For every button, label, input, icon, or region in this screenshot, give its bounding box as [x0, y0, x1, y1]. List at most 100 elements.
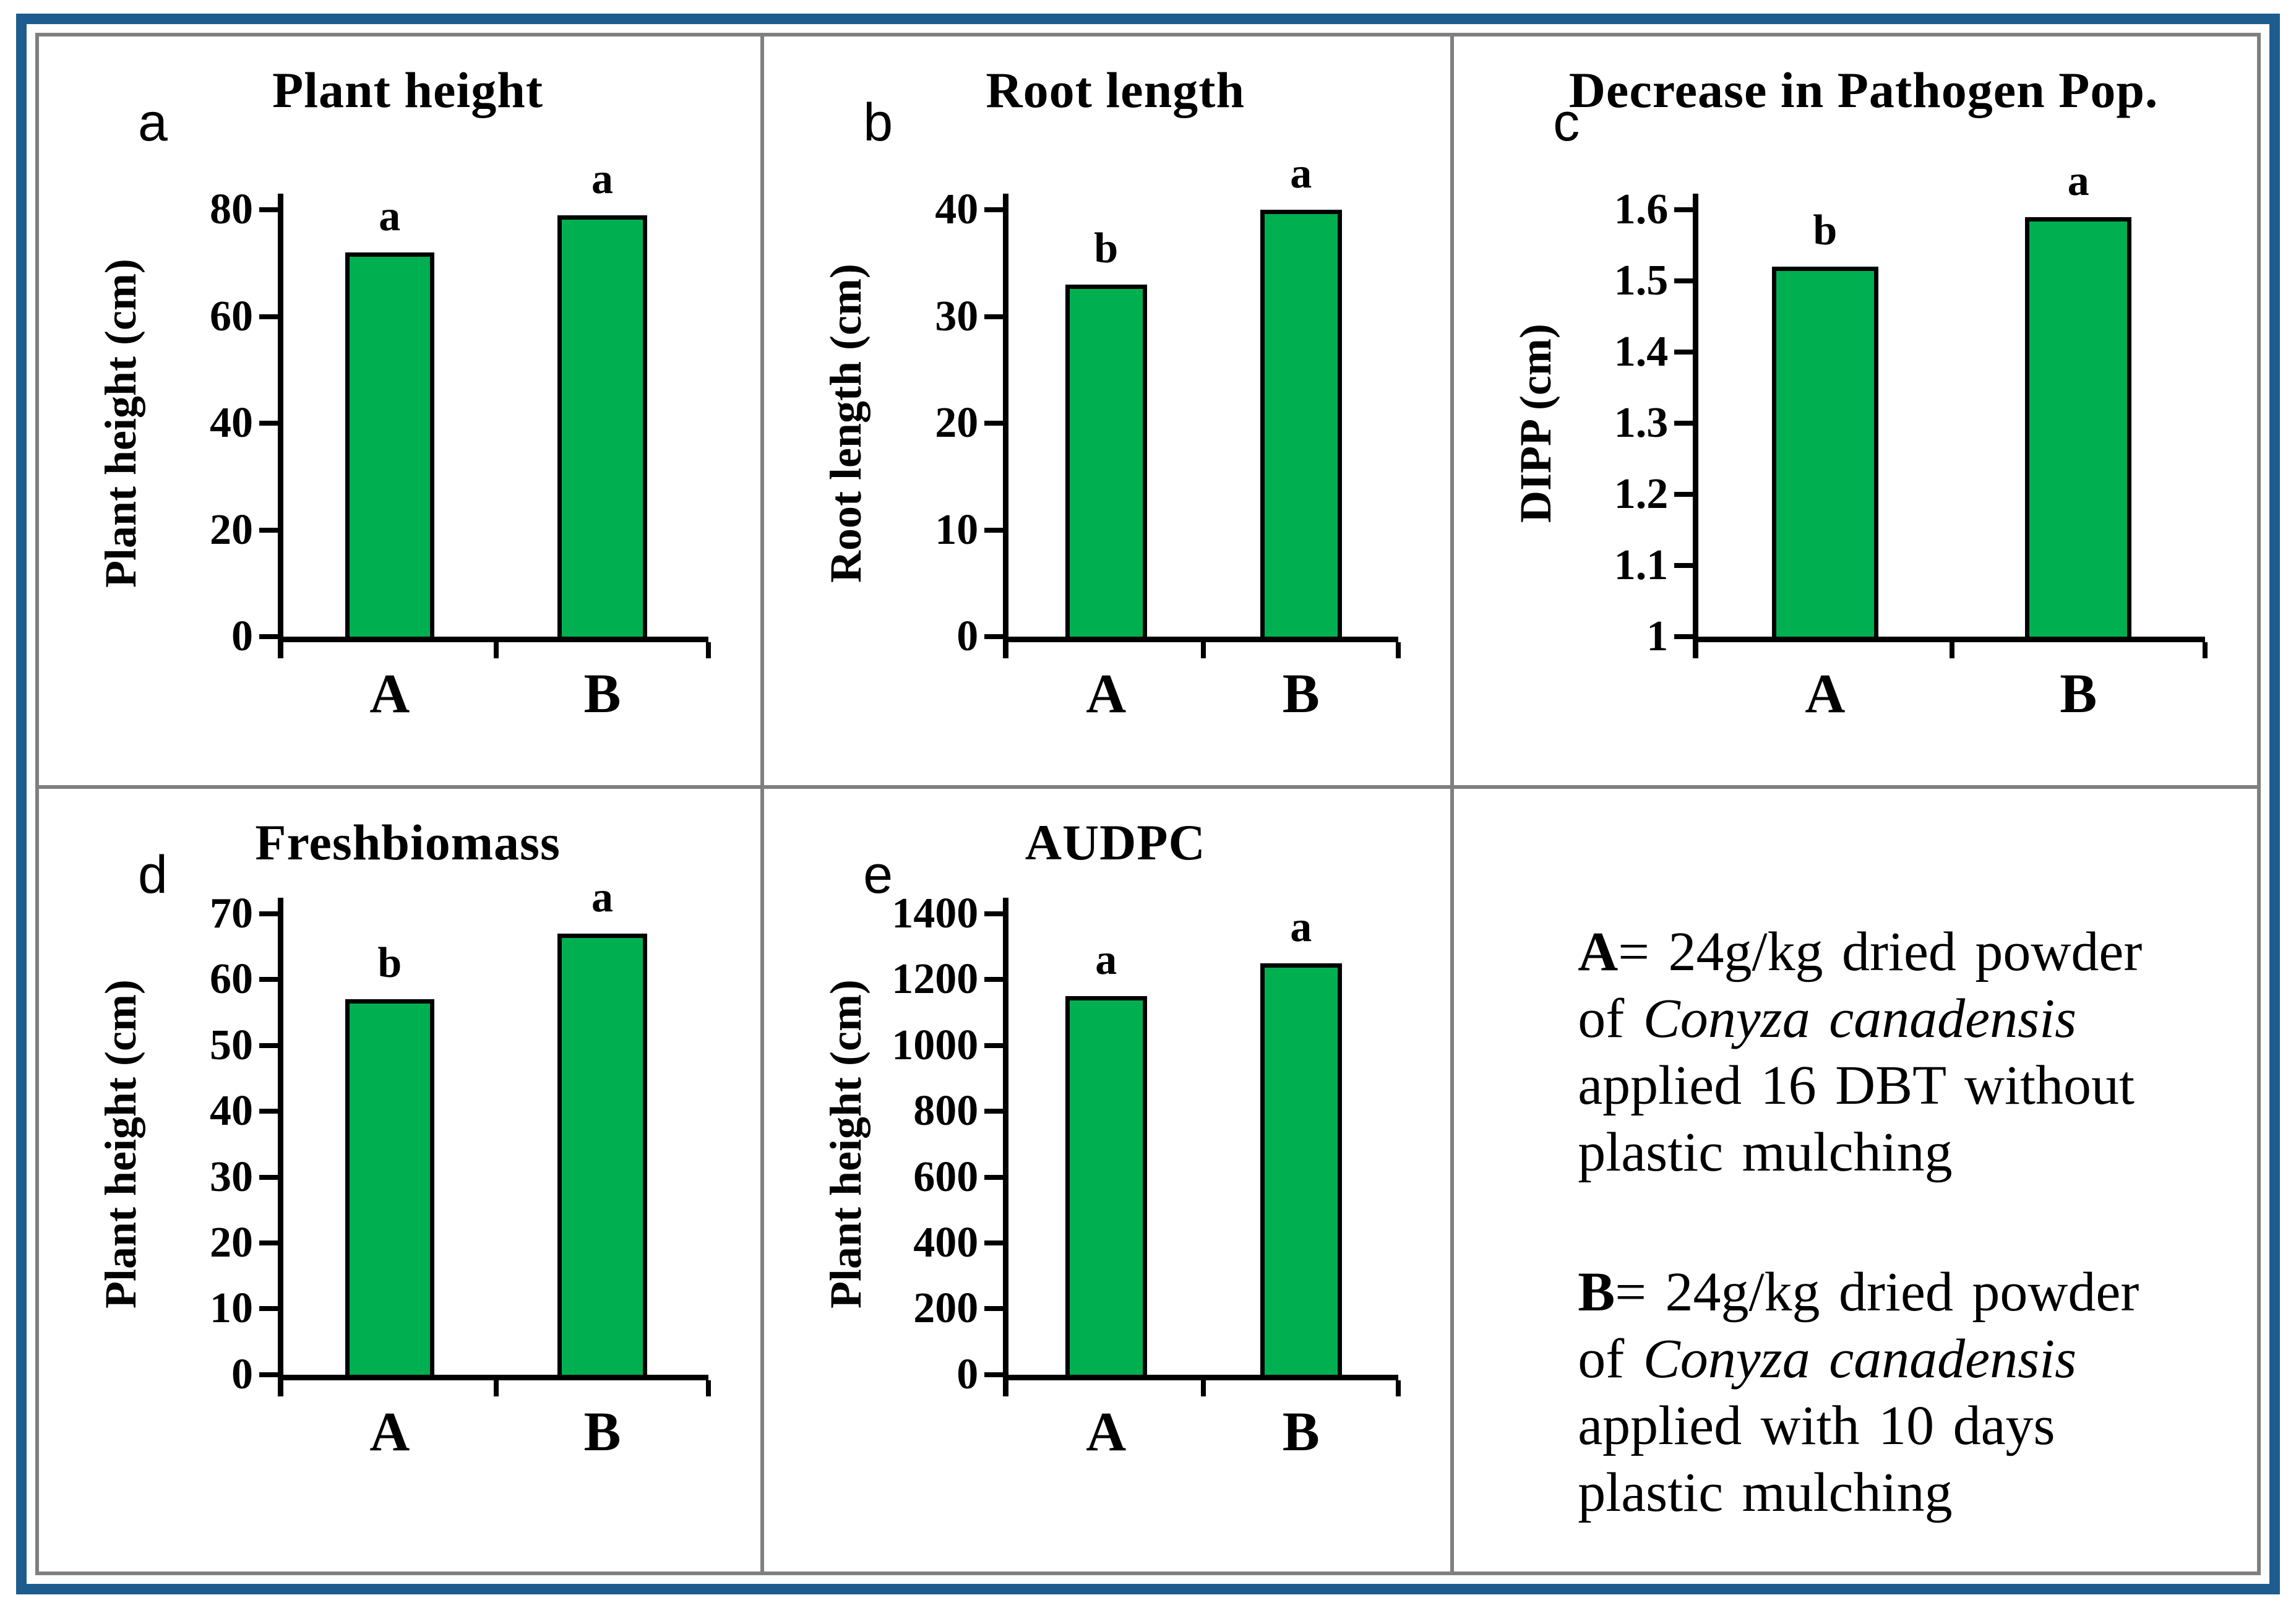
y-tick-mark [259, 527, 278, 533]
y-tick-label: 1400 [892, 889, 979, 937]
x-axis-tick [706, 1380, 712, 1396]
y-tick-mark [259, 421, 278, 426]
y-tick-label: 60 [210, 955, 253, 1004]
bar-b: a [557, 157, 647, 637]
bar-a: b [345, 942, 434, 1375]
y-axis-base-tick [278, 642, 283, 659]
x-axis-tick [2202, 642, 2208, 659]
y-axis-base-tick [1003, 1380, 1009, 1396]
bar-a: b [1065, 226, 1147, 637]
y-tick-mark [1674, 634, 1693, 640]
y-tick-label: 40 [210, 399, 253, 447]
y-tick-mark [1674, 563, 1693, 569]
y-tick-mark [984, 1306, 1004, 1312]
panel-b-root-length: b Root length Root length (cm) 0 10 20 30 40… [764, 37, 1455, 789]
panel-e-audpc: e AUDPC Plant height (cm) 0 200 400 600 800 1… [764, 788, 1455, 1571]
legend-text: = 24g/kg dried powder of [1578, 921, 2143, 1049]
y-tick-label: 30 [935, 292, 979, 340]
y-tick-label: 1200 [892, 955, 979, 1004]
panel-grid: a Plant height Plant height (cm) 0 20 40 60… [35, 33, 2261, 1575]
x-axis-tick [493, 1380, 499, 1396]
panel-letter-d: d [138, 845, 168, 905]
panel-letter-a: a [138, 93, 168, 152]
treatment-key-letter: A [1578, 921, 1619, 982]
y-tick-mark [259, 1043, 278, 1048]
y-tick-label: 1.3 [1614, 399, 1669, 447]
y-tick-mark [1674, 421, 1693, 426]
y-tick-label: 20 [210, 1218, 253, 1266]
bar-a: b [1771, 209, 1878, 637]
y-tick-mark [984, 911, 1004, 916]
y-tick-label: 40 [210, 1087, 253, 1135]
chart-title: Freshbiomass [255, 814, 561, 871]
x-axis-tick [1396, 1380, 1401, 1396]
x-category-label: A [369, 1401, 410, 1463]
y-tick-label: 1000 [892, 1021, 979, 1069]
bar-a: a [345, 195, 434, 637]
x-category-label: A [1805, 663, 1846, 725]
x-category-label: A [369, 663, 410, 725]
y-tick-label: 600 [913, 1153, 979, 1201]
y-tick-mark [1674, 207, 1693, 213]
y-tick-label: 10 [935, 505, 979, 554]
y-axis-title: Root length (cm) [821, 264, 871, 583]
y-tick-label: 80 [210, 186, 253, 234]
bar-b: a [1260, 905, 1342, 1375]
y-tick-mark [259, 314, 278, 319]
legend-text: applied 16 DBT without plastic mulching [1578, 1054, 2135, 1183]
y-tick-labels: 0 200 400 600 800 1000 1200 1400 [882, 892, 1003, 1396]
y-tick-labels: 0 10 20 30 40 [882, 188, 1003, 658]
x-axis-tick [1201, 642, 1206, 659]
y-tick-label: 50 [210, 1021, 253, 1069]
y-tick-label: 400 [913, 1218, 979, 1266]
x-category-label: A [1086, 663, 1127, 725]
y-tick-mark [259, 634, 278, 640]
x-axis-tick [1201, 1380, 1206, 1396]
y-tick-label: 70 [210, 889, 253, 937]
x-category-label: B [583, 663, 621, 725]
y-tick-label: 40 [935, 186, 979, 234]
x-category-label: B [583, 1401, 621, 1463]
panel-a-plant-height: a Plant height Plant height (cm) 0 20 40 60… [39, 37, 765, 789]
y-axis-base-tick [1003, 642, 1009, 659]
x-category-label: A [1086, 1401, 1127, 1463]
y-tick-mark [984, 1109, 1004, 1114]
chart-title: Decrease in Pathogen Pop. [1568, 62, 2159, 118]
bar-significance-label: a [1095, 935, 1117, 984]
y-tick-label: 10 [210, 1284, 253, 1333]
bar-b: a [1260, 152, 1342, 637]
legend-item-treatment-b: B= 24g/kg dried powder of Conyza canaden… [1578, 1259, 2201, 1526]
y-tick-mark [259, 1372, 278, 1377]
y-axis-cap [1693, 194, 1699, 210]
y-tick-mark [1674, 350, 1693, 355]
y-tick-label: 1.5 [1614, 257, 1669, 305]
y-tick-label: 1.2 [1614, 470, 1669, 518]
y-tick-label: 0 [957, 613, 979, 661]
bar-b: a [557, 875, 647, 1375]
y-tick-mark [984, 1043, 1004, 1048]
y-tick-label: 0 [957, 1350, 979, 1398]
x-axis-tick [1396, 642, 1401, 659]
y-tick-labels: 0 10 20 30 40 50 60 70 [157, 892, 278, 1396]
y-tick-label: 1.4 [1614, 328, 1669, 376]
y-tick-mark [259, 1240, 278, 1245]
bar-significance-label: a [591, 873, 613, 921]
y-tick-labels: 1 1.1 1.2 1.3 1.4 1.5 1.6 [1572, 188, 1693, 658]
y-tick-mark [1674, 492, 1693, 497]
y-axis-base-tick [1693, 642, 1699, 659]
chart-title: AUDPC [1025, 814, 1206, 871]
panel-d-freshbiomass: d Freshbiomass Plant height (cm) 0 10 20 30… [39, 788, 765, 1571]
y-tick-label: 0 [231, 1350, 253, 1398]
y-tick-mark [984, 634, 1004, 640]
y-tick-mark [259, 1174, 278, 1180]
x-axis-tick [706, 642, 712, 659]
treatment-key-letter: B [1578, 1261, 1615, 1323]
bar-significance-label: a [379, 192, 401, 241]
y-tick-mark [984, 207, 1004, 213]
